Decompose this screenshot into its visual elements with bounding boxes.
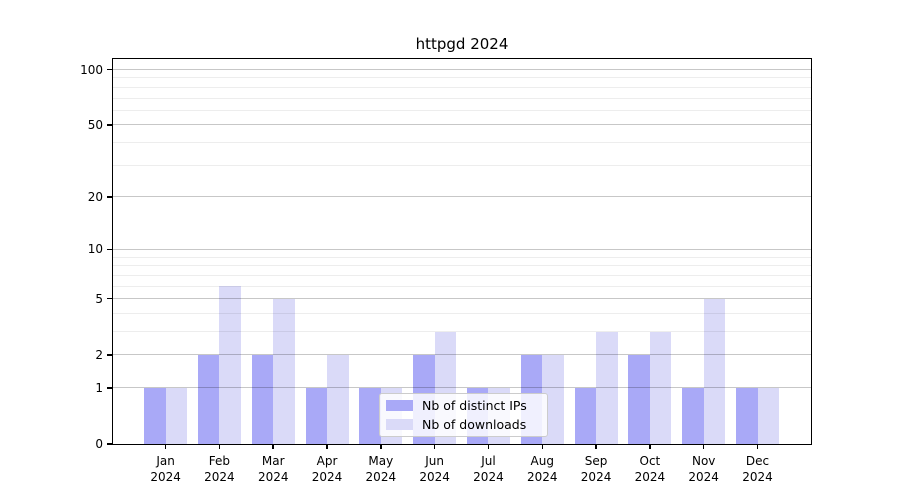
y-tick-label: 50 — [87, 117, 103, 132]
y-axis-tick — [107, 354, 113, 356]
x-tick-label: Feb 2024 — [204, 454, 235, 484]
y-tick-label: 5 — [95, 291, 103, 306]
y-tick-label: 0 — [95, 437, 103, 451]
bar-nb-of-downloads-feb — [219, 286, 241, 444]
bar-nb-of-downloads-dec — [757, 387, 779, 444]
x-tick-label: Oct 2024 — [634, 454, 666, 484]
bar-nb-of-distinct-ips-sep — [574, 387, 597, 444]
legend-label-downloads: Nb of downloads — [422, 417, 527, 432]
gridline-minor — [113, 86, 811, 88]
gridline-minor — [113, 164, 811, 166]
legend-swatch-downloads-icon — [386, 419, 413, 430]
y-tick-label: 10 — [87, 242, 103, 257]
gridline-major — [113, 69, 811, 71]
bar-nb-of-distinct-ips-oct — [628, 354, 650, 444]
gridline-minor — [113, 331, 811, 333]
gridline-minor — [113, 265, 811, 267]
bar-nb-of-downloads-apr — [327, 354, 349, 444]
x-tick-label: Dec 2024 — [742, 454, 773, 484]
x-axis-tick — [487, 444, 490, 449]
bar-nb-of-downloads-oct — [649, 331, 672, 444]
chart-title: httpgd 2024 — [415, 35, 509, 53]
x-axis-tick — [164, 444, 167, 449]
gridline-major — [113, 387, 811, 389]
y-axis-tick — [107, 297, 113, 300]
legend-label-distinct-ips: Nb of distinct IPs — [422, 398, 527, 413]
gridline-minor — [113, 77, 811, 79]
x-tick-label: Apr 2024 — [311, 454, 343, 484]
gridline-minor — [113, 109, 811, 111]
y-axis-tick — [107, 443, 113, 445]
gridline-major — [113, 298, 811, 300]
bar-nb-of-distinct-ips-mar — [251, 354, 274, 444]
x-axis-tick — [326, 444, 328, 449]
bar-nb-of-distinct-ips-dec — [736, 387, 758, 444]
y-axis-tick — [107, 68, 113, 71]
bar-nb-of-downloads-mar — [273, 298, 295, 444]
y-axis-tick — [107, 124, 113, 126]
legend-item-downloads: Nb of downloads — [386, 417, 547, 433]
x-tick-label: Sep 2024 — [580, 454, 612, 484]
x-axis-tick — [272, 444, 274, 449]
bar-nb-of-distinct-ips-nov — [682, 387, 704, 444]
x-tick-label: Jul 2024 — [473, 454, 504, 484]
x-axis-tick — [380, 444, 382, 449]
x-axis-tick — [433, 444, 436, 449]
bar-nb-of-downloads-jan — [165, 387, 188, 444]
x-tick-label: Nov 2024 — [688, 454, 719, 484]
x-axis-tick — [702, 444, 705, 449]
gridline-minor — [113, 285, 811, 287]
x-axis-tick — [541, 444, 544, 449]
x-tick-label: Aug 2024 — [526, 454, 558, 484]
y-tick-label: 100 — [80, 62, 103, 77]
x-tick-label: Mar 2024 — [257, 454, 289, 484]
gridline-major — [113, 354, 811, 356]
legend-item-distinct-ips: Nb of distinct IPs — [386, 398, 547, 414]
bar-nb-of-downloads-sep — [596, 331, 618, 444]
gridlines-layer — [113, 59, 811, 444]
gridline-minor — [113, 142, 811, 144]
gridline-minor — [113, 312, 811, 314]
bar-nb-of-distinct-ips-jan — [144, 387, 166, 444]
gridline-major — [113, 124, 811, 126]
gridline-minor — [113, 256, 811, 258]
gridline-minor — [113, 97, 811, 99]
x-tick-label: Jun 2024 — [419, 454, 450, 484]
x-axis-tick — [756, 444, 759, 449]
y-tick-label: 20 — [87, 189, 103, 204]
y-axis-tick — [107, 387, 113, 389]
y-axis-tick — [107, 196, 113, 198]
bar-nb-of-distinct-ips-may — [359, 387, 381, 444]
bar-nb-of-distinct-ips-feb — [197, 354, 220, 444]
bar-nb-of-downloads-nov — [703, 298, 726, 444]
y-tick-label: 1 — [95, 380, 103, 395]
x-tick-label: May 2024 — [365, 454, 397, 484]
x-tick-label: Jan 2024 — [150, 454, 181, 484]
legend-swatch-distinct-ips-icon — [386, 400, 413, 411]
x-axis-tick — [595, 444, 597, 449]
y-tick-label: 2 — [95, 347, 103, 362]
legend: Nb of distinct IPs Nb of downloads — [379, 393, 548, 437]
bar-nb-of-distinct-ips-apr — [305, 387, 328, 444]
gridline-major — [113, 248, 811, 250]
x-axis-tick — [218, 444, 221, 449]
y-axis-tick — [107, 248, 113, 251]
x-axis-tick — [649, 444, 651, 449]
gridline-major — [113, 196, 811, 198]
gridline-minor — [113, 274, 811, 276]
